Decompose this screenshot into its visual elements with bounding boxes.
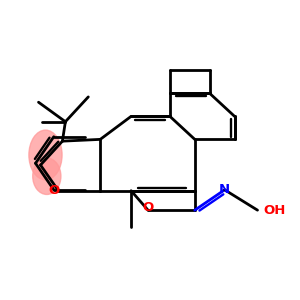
- Ellipse shape: [33, 158, 61, 194]
- Ellipse shape: [29, 130, 62, 180]
- Text: N: N: [219, 183, 230, 196]
- Text: O: O: [49, 184, 60, 197]
- Text: O: O: [142, 201, 154, 214]
- Text: OH: OH: [263, 204, 286, 217]
